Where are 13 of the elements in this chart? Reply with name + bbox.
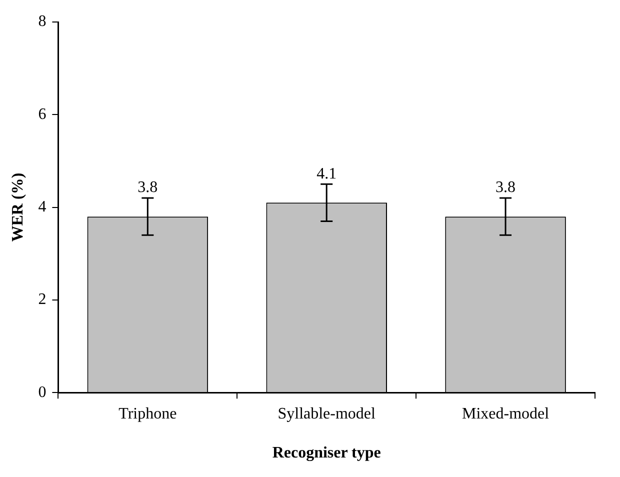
y-tick-label: 0	[38, 384, 46, 401]
data-label: 3.8	[138, 179, 158, 196]
x-tick-label: Triphone	[118, 405, 177, 422]
y-axis-title: WER (%)	[10, 172, 27, 242]
y-tick-label: 2	[38, 291, 46, 308]
y-tick-label: 6	[38, 106, 46, 123]
x-tick-label: Syllable-model	[278, 405, 376, 422]
y-tick-label: 4	[38, 198, 46, 216]
data-label: 4.1	[316, 165, 337, 182]
data-label: 3.8	[496, 179, 516, 196]
x-tick-label: Mixed-model	[462, 405, 550, 422]
y-tick-label: 8	[38, 13, 46, 30]
x-axis-title: Recogniser type	[272, 444, 381, 462]
